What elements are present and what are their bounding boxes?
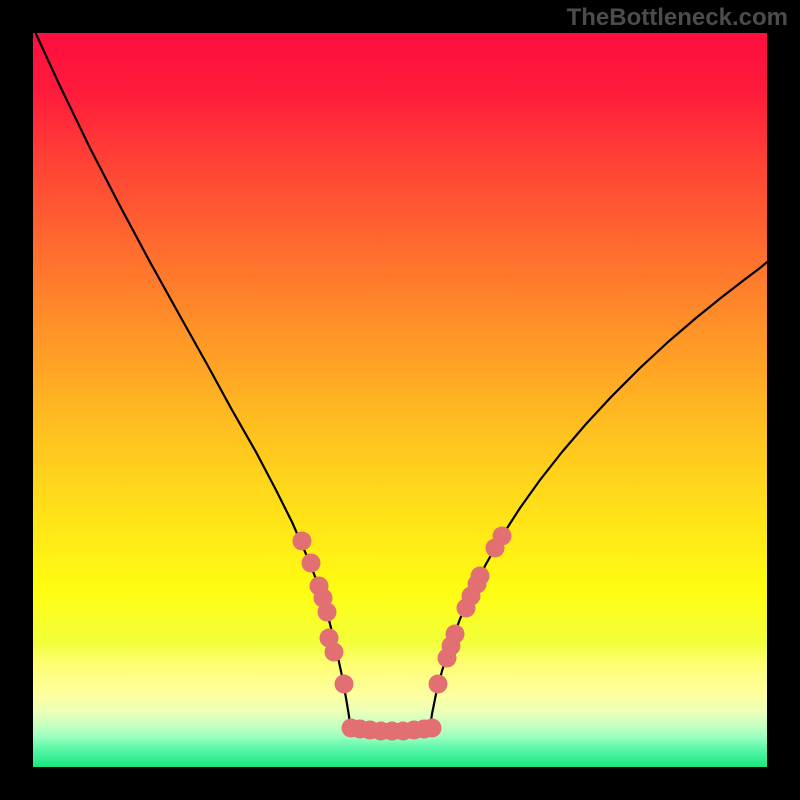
curve-marker-right [493,527,512,546]
curve-marker-left [293,532,312,551]
curve-marker-left [325,643,344,662]
curve-marker-right [446,625,465,644]
curve-marker-right [471,567,490,586]
curve-marker-left [302,554,321,573]
curve-marker-bottom [423,719,442,738]
curve-marker-left [335,675,354,694]
watermark-text: TheBottleneck.com [567,4,788,32]
curve-svg [0,0,800,800]
curve-marker-right [429,675,448,694]
bottleneck-curve [36,34,767,732]
curve-marker-left [318,603,337,622]
